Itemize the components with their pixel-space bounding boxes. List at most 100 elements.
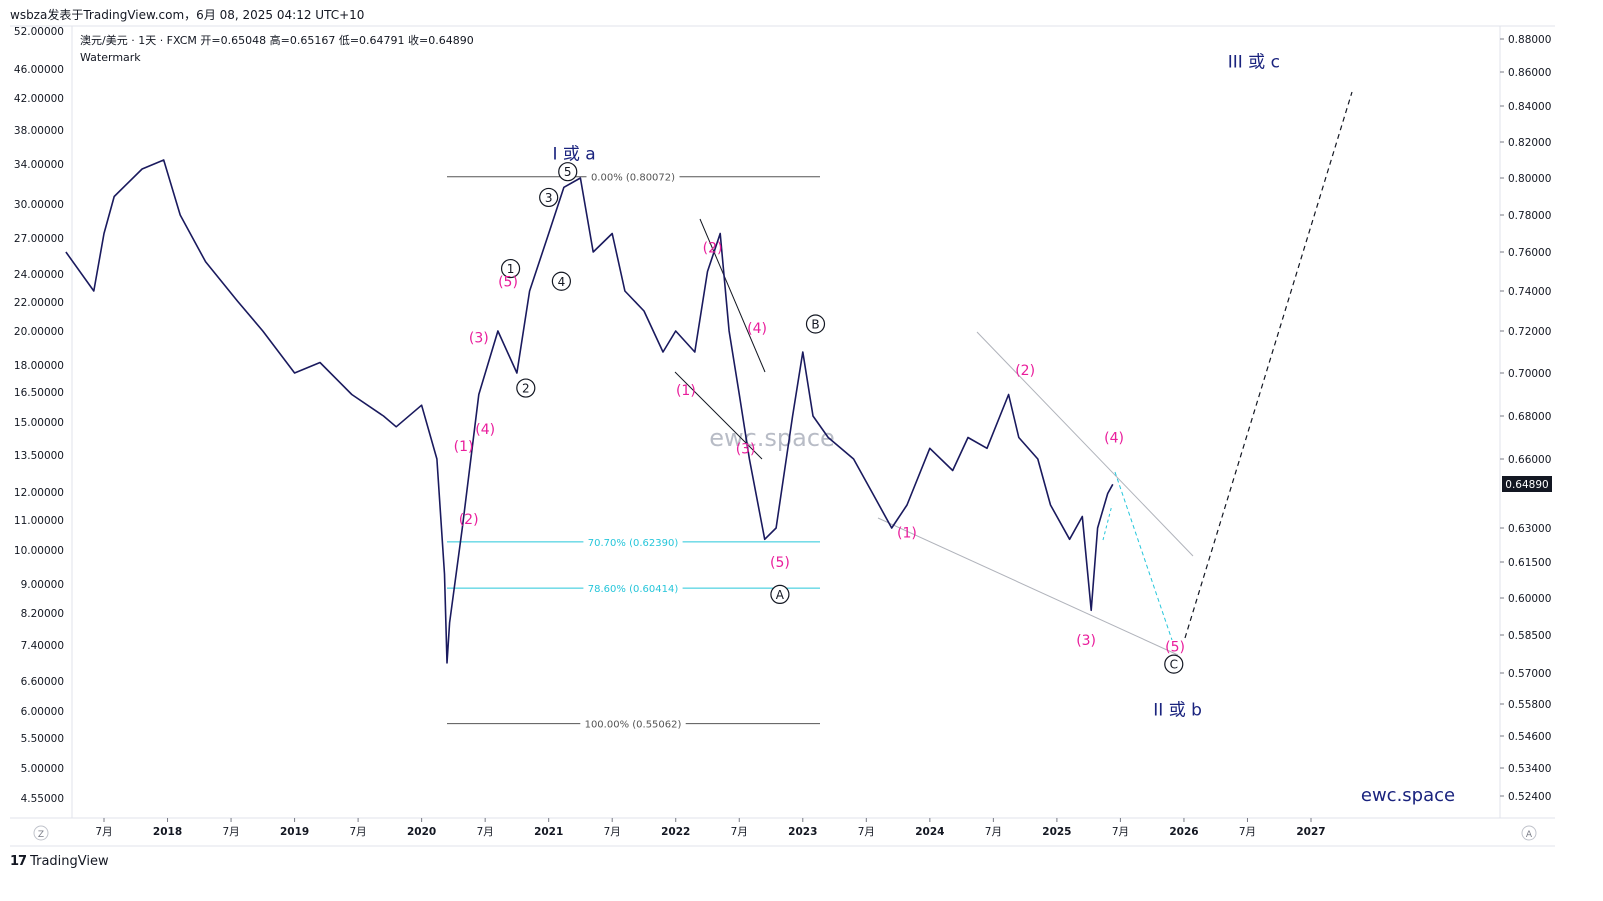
wave-circle-label: 4 [558, 275, 566, 289]
symbol-line: 澳元/美元 · 1天 · FXCM 开=0.65048 高=0.65167 低=… [80, 33, 474, 47]
left-axis-tick-label: 38.00000 [14, 125, 64, 137]
projection-down [1114, 471, 1173, 641]
time-axis-tick-label: 7月 [222, 826, 239, 838]
left-axis-tick-label: 24.00000 [14, 269, 64, 281]
wave-circle-marker [539, 187, 559, 208]
left-axis-tick-label: 12.00000 [14, 487, 64, 499]
right-axis-tick-label: 0.54600 [1508, 731, 1551, 743]
right-axis-tick-label: 0.82000 [1508, 137, 1551, 149]
wave-circle-marker [516, 378, 536, 398]
wave-degree-label: II 或 b [1153, 700, 1202, 720]
fib-label-bg [586, 169, 680, 183]
right-axis-tick-label: 0.76000 [1508, 247, 1551, 259]
z-axis-label: Z [38, 830, 44, 840]
time-axis: 7月 2018 7月 2019 7月 2020 7月 2021 7月 2022 7月 2023 7月 20… [95, 818, 1326, 838]
time-axis-tick-label: 2020 [407, 826, 436, 838]
left-axis-tick-label: 30.00000 [14, 199, 64, 211]
wave-degree-label: I 或 a [552, 145, 595, 165]
time-axis-tick-label: 2021 [534, 826, 563, 838]
right-axis: 0.88000 0.86000 0.84000 0.82000 0.80000 0.780… [1500, 34, 1551, 803]
trendline-upper-2022[interactable] [699, 218, 766, 373]
right-axis-tick-label: 0.70000 [1508, 368, 1551, 380]
last-price-tag [1502, 476, 1552, 492]
wave-circle-label: 1 [507, 262, 515, 276]
time-axis-tick-label: 7月 [95, 826, 112, 838]
subwave-label: (2) [459, 512, 479, 528]
left-axis-tick-label: 15.00000 [14, 417, 64, 429]
left-axis-tick-label: 16.50000 [14, 387, 64, 399]
left-axis-tick-label: 4.55000 [21, 793, 64, 805]
time-axis-tick-label: 7月 [985, 826, 1002, 838]
left-axis-tick-label: 13.50000 [14, 450, 64, 462]
price-series [65, 159, 1114, 664]
time-axis-tick-label: 2027 [1296, 826, 1325, 838]
time-axis-tick-label: 2025 [1042, 826, 1071, 838]
left-axis-tick-label: 11.00000 [14, 515, 64, 527]
left-axis-tick-label: 52.00000 [14, 26, 64, 38]
fib-level-label: 78.60% (0.60414) [588, 584, 679, 595]
subwave-label: (1) [897, 526, 917, 542]
wave-annotations: I 或 a II 或 b III 或 c 1 2 3 4 5 A B C (1) (2) (3) (4) (5… [454, 52, 1280, 720]
left-axis-tick-label: 5.00000 [21, 763, 64, 775]
left-axis-tick-label: 10.00000 [14, 545, 64, 557]
subwave-label: (3) [469, 330, 489, 346]
fibonacci-retracement[interactable]: 0.00% (0.80072) 70.70% (0.62390) 78.60% (0… [447, 169, 820, 731]
z-axis-button[interactable] [33, 825, 49, 841]
right-axis-tick-label: 0.80000 [1508, 173, 1551, 185]
wave-circle-label: 5 [564, 165, 572, 179]
wave-circle-label: A [776, 588, 785, 602]
wave-circle-marker [1164, 654, 1184, 674]
tradingview-brand[interactable]: 17 TradingView [10, 854, 109, 869]
subwave-label: (4) [475, 422, 495, 438]
time-axis-tick-label: 7月 [350, 826, 367, 838]
tradingview-brand-label: TradingView [30, 854, 109, 869]
subwave-label: (3) [1076, 633, 1096, 649]
left-axis-tick-label: 34.00000 [14, 159, 64, 171]
time-axis-tick-label: 7月 [1112, 826, 1129, 838]
left-axis-tick-label: 9.00000 [21, 579, 64, 591]
left-axis-tick-label: 42.00000 [14, 93, 64, 105]
wave-circle-label: 2 [522, 382, 530, 396]
right-axis-tick-label: 0.68000 [1508, 411, 1551, 423]
wave-circle-marker [551, 271, 571, 291]
subwave-label: (5) [498, 274, 518, 290]
left-axis-tick-label: 5.50000 [21, 733, 64, 745]
fib-level-label: 100.00% (0.55062) [585, 720, 682, 731]
subwave-label: (5) [770, 555, 790, 571]
left-axis: 52.00000 46.00000 42.00000 38.00000 34.00000… [14, 26, 64, 805]
time-axis-tick-label: 2026 [1169, 826, 1198, 838]
price-line [65, 159, 1114, 664]
left-axis-tick-label: 20.00000 [14, 326, 64, 338]
right-axis-tick-label: 0.58500 [1508, 630, 1551, 642]
right-axis-tick-label: 0.72000 [1508, 326, 1551, 338]
watermark-label: Watermark [80, 51, 141, 64]
time-axis-tick-label: 2019 [280, 826, 309, 838]
subwave-label: (5) [1165, 639, 1185, 655]
left-axis-tick-label: 27.00000 [14, 233, 64, 245]
right-axis-tick-label: 0.86000 [1508, 67, 1551, 79]
wave-circle-marker [770, 584, 790, 605]
right-axis-tick-label: 0.84000 [1508, 101, 1551, 113]
left-axis-tick-label: 18.00000 [14, 360, 64, 372]
time-axis-tick-label: 2024 [915, 826, 944, 838]
trendlines[interactable] [674, 91, 1353, 656]
auto-scale-label: A [1526, 830, 1533, 840]
tradingview-logo-icon: 17 [10, 854, 27, 869]
trendline-upper-2024[interactable] [976, 331, 1194, 557]
trendline-lower-2024[interactable] [877, 517, 1179, 656]
wave-circle-label: 3 [545, 191, 553, 205]
time-axis-tick-label: 7月 [858, 826, 875, 838]
left-axis-tick-label: 6.00000 [21, 706, 64, 718]
time-axis-tick-label: 7月 [477, 826, 494, 838]
right-axis-tick-label: 0.53400 [1508, 763, 1551, 775]
auto-scale-button[interactable] [1521, 825, 1537, 841]
brand-corner: ewc.space [1361, 785, 1455, 806]
left-axis-tick-label: 7.40000 [21, 640, 64, 652]
fib-level-label: 0.00% (0.80072) [591, 173, 675, 184]
projection-up [1184, 91, 1353, 639]
wave-circle-marker [500, 258, 521, 279]
left-axis-tick-label: 6.60000 [21, 676, 64, 688]
fib-label-bg [583, 581, 683, 595]
time-axis-tick-label: 2018 [153, 826, 182, 838]
